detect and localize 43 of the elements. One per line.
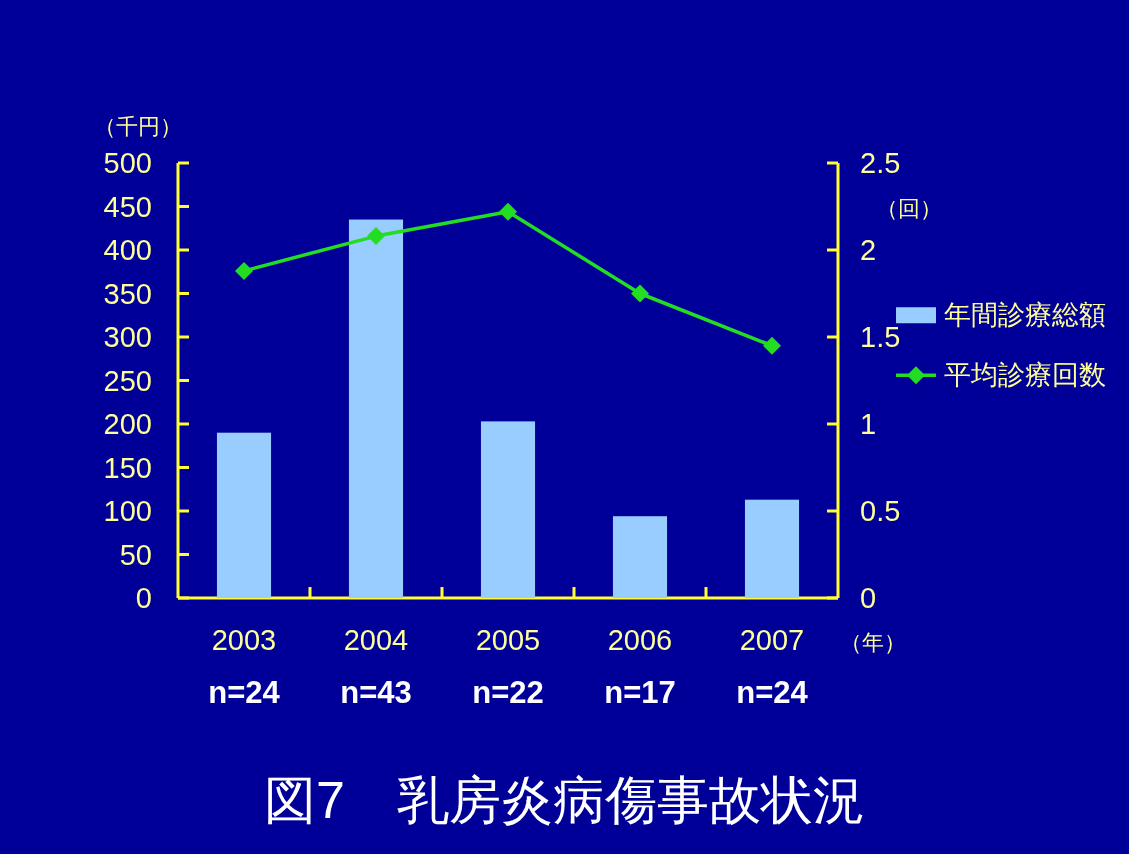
y2-tick-label: 0 (860, 582, 877, 614)
point (499, 202, 517, 221)
y-tick-label: 50 (119, 538, 152, 571)
x-tick-label: 2005 (475, 624, 541, 656)
y-tick-label: 450 (103, 190, 152, 223)
point (631, 284, 649, 303)
y-tick-label: 150 (103, 451, 152, 484)
y-tick-label: 250 (103, 364, 152, 397)
y-axis-title: （千円） (94, 113, 182, 139)
x-tick-label: 2004 (343, 624, 409, 656)
y-tick-label: 350 (103, 277, 152, 310)
point (235, 261, 253, 280)
y-tick-label: 400 (103, 234, 152, 266)
y-tick-label: 200 (103, 408, 152, 440)
x-axis-title: （年） (840, 629, 906, 655)
y-tick-label: 300 (103, 321, 152, 353)
y2-tick-label: 2.5 (860, 147, 901, 179)
point (763, 336, 781, 355)
bar (348, 219, 404, 598)
y2-tick-label: 1.5 (860, 321, 901, 353)
text: n=17 (604, 674, 676, 710)
bar (612, 516, 668, 598)
text: n=24 (736, 674, 809, 710)
legend-label: 平均診療回数 (944, 360, 1106, 391)
text: n=22 (472, 674, 544, 710)
y-tick-label: 100 (103, 495, 152, 527)
text: 図7 乳房炎病傷事故状況 (264, 771, 865, 829)
y2-tick-label: 0.5 (860, 495, 901, 527)
y2-tick-label: 1 (860, 408, 877, 440)
y2-axis-title: （回） (876, 195, 942, 221)
legend-label: 年間診療総額 (944, 300, 1106, 331)
x-tick-label: 2006 (607, 624, 673, 656)
y-tick-label: 500 (103, 147, 152, 179)
x-tick-label: 2007 (739, 624, 805, 656)
y-tick-label: 0 (135, 582, 152, 614)
text: n=43 (340, 674, 412, 710)
bar (744, 499, 800, 598)
x-tick-label: 2003 (211, 624, 277, 656)
text: n=24 (208, 674, 281, 710)
bar (216, 432, 272, 598)
y2-tick-label: 2 (860, 234, 877, 266)
point (367, 227, 385, 246)
bar (480, 421, 536, 598)
